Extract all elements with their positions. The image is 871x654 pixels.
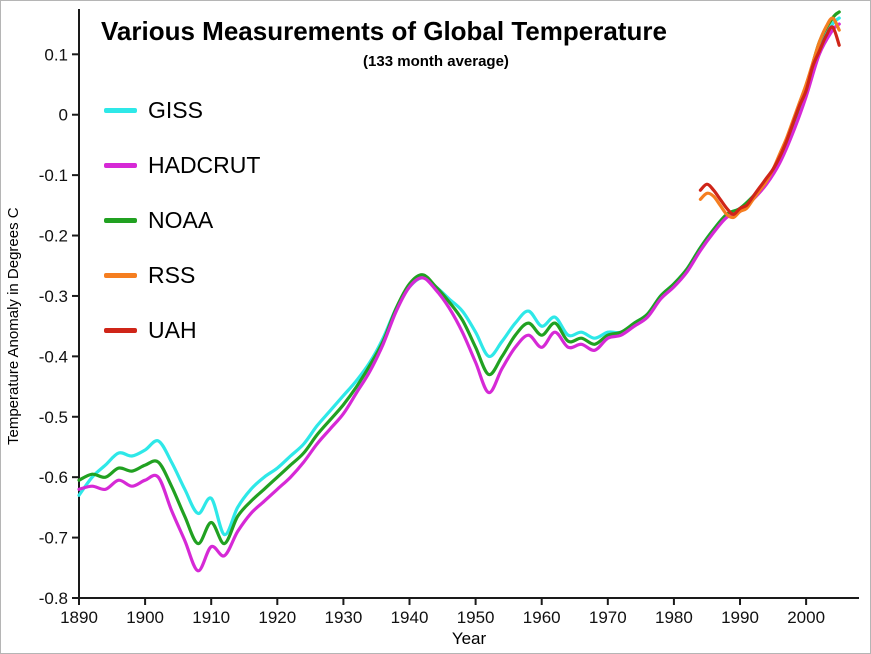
x-tick-label: 1990 <box>721 608 759 627</box>
series-line-uah <box>698 25 841 216</box>
x-tick-label: 1920 <box>258 608 296 627</box>
chart-subtitle: (133 month average) <box>363 53 509 70</box>
legend-swatch-uah <box>104 328 137 333</box>
legend-swatch-giss <box>104 108 137 113</box>
y-tick-label: -0.8 <box>39 589 68 608</box>
legend-item-noaa: NOAA <box>104 206 260 235</box>
y-tick-label: 0 <box>59 106 68 125</box>
chart-title: Various Measurements of Global Temperatu… <box>101 16 667 46</box>
legend-label-rss: RSS <box>148 262 196 288</box>
legend-item-hadcrut: HADCRUT <box>104 151 260 180</box>
legend-item-giss: GISS <box>104 96 260 125</box>
y-tick-label: -0.7 <box>39 529 68 548</box>
legend-label-uah: UAH <box>148 317 197 343</box>
x-tick-label: 2000 <box>787 608 825 627</box>
series-line-hadcrut <box>77 22 841 573</box>
legend-label-noaa: NOAA <box>148 207 214 233</box>
x-tick-label: 1910 <box>192 608 230 627</box>
legend-item-uah: UAH <box>104 316 260 345</box>
x-tick-label: 1930 <box>324 608 362 627</box>
y-tick-label: 0.1 <box>44 45 68 64</box>
series-line-noaa <box>77 10 841 546</box>
x-axis-label: Year <box>451 629 487 648</box>
x-tick-label: 1940 <box>391 608 429 627</box>
y-tick-label: -0.1 <box>39 166 68 185</box>
legend-label-hadcrut: HADCRUT <box>148 152 261 178</box>
legend-label-giss: GISS <box>148 97 203 123</box>
x-tick-label: 1890 <box>60 608 98 627</box>
y-tick-label: -0.5 <box>39 408 68 427</box>
y-tick-label: -0.6 <box>39 468 68 487</box>
series-line-rss <box>698 16 841 220</box>
legend-swatch-rss <box>104 273 137 278</box>
y-tick-label: -0.2 <box>39 227 68 246</box>
legend-swatch-noaa <box>104 218 137 223</box>
x-tick-label: 1900 <box>126 608 164 627</box>
y-tick-label: -0.4 <box>39 347 68 366</box>
x-tick-label: 1970 <box>589 608 627 627</box>
legend-swatch-hadcrut <box>104 163 137 168</box>
legend-item-rss: RSS <box>104 261 260 290</box>
y-tick-label: -0.3 <box>39 287 68 306</box>
y-axis-label: Temperature Anomaly in Degrees C <box>5 207 22 445</box>
x-tick-label: 1950 <box>457 608 495 627</box>
x-tick-label: 1980 <box>655 608 693 627</box>
x-tick-label: 1960 <box>523 608 561 627</box>
legend: GISS HADCRUT NOAA RSS UAH <box>104 96 260 345</box>
